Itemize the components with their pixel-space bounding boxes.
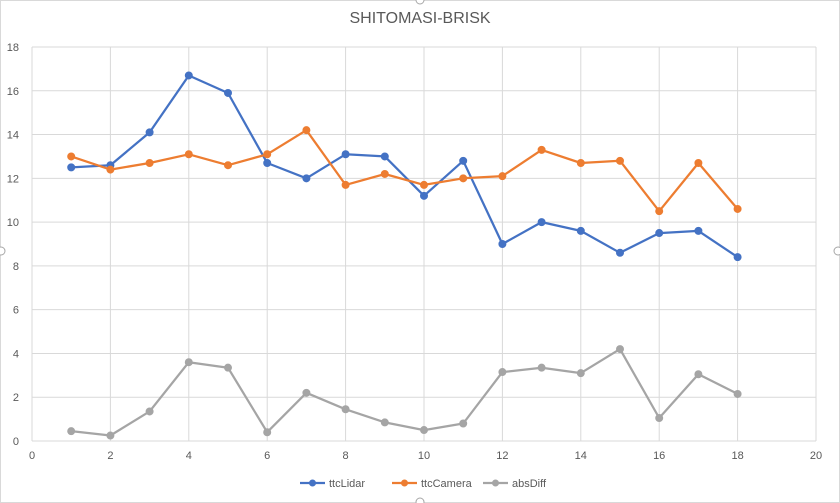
data-point-ttcCamera[interactable] bbox=[694, 159, 703, 168]
series-line-ttcCamera[interactable] bbox=[70, 129, 739, 213]
data-point-ttcLidar[interactable] bbox=[576, 226, 585, 235]
data-point-ttcLidar[interactable] bbox=[420, 191, 428, 200]
data-point-absDiff[interactable] bbox=[420, 426, 428, 435]
legend-marker-ttcLidar bbox=[309, 479, 316, 487]
data-point-absDiff[interactable] bbox=[341, 405, 350, 414]
y-tick-label: 14 bbox=[7, 130, 19, 142]
data-point-absDiff[interactable] bbox=[67, 427, 76, 436]
chart-title: SHITOMASI-BRISK bbox=[349, 10, 491, 27]
data-point-absDiff[interactable] bbox=[263, 428, 272, 437]
data-point-absDiff[interactable] bbox=[224, 363, 232, 372]
x-tick-label: 8 bbox=[343, 450, 349, 462]
x-tick-label: 12 bbox=[496, 450, 508, 462]
data-point-absDiff[interactable] bbox=[694, 370, 703, 379]
x-tick-label: 10 bbox=[418, 450, 430, 462]
y-tick-label: 8 bbox=[13, 261, 19, 273]
legend-label-ttcCamera: ttcCamera bbox=[421, 478, 473, 490]
legend: ttcLidar ttcCamera absDiff bbox=[300, 478, 547, 490]
x-tick-label: 2 bbox=[107, 450, 113, 462]
gridlines bbox=[31, 46, 817, 442]
data-point-ttcCamera[interactable] bbox=[184, 150, 193, 159]
y-tick-label: 6 bbox=[13, 305, 19, 317]
data-point-ttcCamera[interactable] bbox=[733, 204, 742, 213]
data-point-ttcLidar[interactable] bbox=[380, 152, 389, 161]
data-point-ttcLidar[interactable] bbox=[459, 156, 468, 165]
y-tick-label: 0 bbox=[13, 436, 19, 448]
resize-handle[interactable] bbox=[415, 497, 425, 503]
data-point-ttcCamera[interactable] bbox=[576, 159, 585, 168]
data-point-absDiff[interactable] bbox=[184, 358, 193, 367]
y-tick-label: 4 bbox=[13, 348, 19, 360]
series-line-absDiff[interactable] bbox=[70, 347, 739, 437]
data-point-ttcCamera[interactable] bbox=[145, 159, 154, 168]
data-point-absDiff[interactable] bbox=[576, 369, 585, 378]
data-point-ttcLidar[interactable] bbox=[263, 159, 272, 168]
data-point-absDiff[interactable] bbox=[302, 388, 311, 397]
x-tick-label: 18 bbox=[731, 450, 743, 462]
y-tick-label: 12 bbox=[7, 173, 19, 185]
data-point-absDiff[interactable] bbox=[459, 419, 468, 428]
resize-handle[interactable] bbox=[833, 246, 840, 256]
y-tick-label: 10 bbox=[7, 217, 19, 229]
y-tick-label: 16 bbox=[7, 86, 19, 98]
data-point-ttcLidar[interactable] bbox=[184, 71, 193, 80]
data-point-ttcLidar[interactable] bbox=[341, 150, 350, 159]
x-tick-label: 14 bbox=[575, 450, 587, 462]
x-tick-label: 0 bbox=[29, 450, 35, 462]
data-point-absDiff[interactable] bbox=[537, 363, 546, 372]
data-point-ttcCamera[interactable] bbox=[459, 174, 468, 183]
data-point-ttcCamera[interactable] bbox=[263, 150, 272, 159]
x-tick-label: 6 bbox=[264, 450, 270, 462]
data-point-ttcCamera[interactable] bbox=[106, 165, 115, 174]
data-point-ttcCamera[interactable] bbox=[224, 161, 232, 170]
data-point-absDiff[interactable] bbox=[616, 345, 624, 354]
data-point-ttcCamera[interactable] bbox=[537, 145, 546, 154]
data-point-ttcLidar[interactable] bbox=[537, 218, 546, 227]
axes: 0 2 4 6 8 10 12 14 16 18 0 2 4 6 8 10 12 14 16 18 20 bbox=[7, 42, 822, 462]
data-point-ttcLidar[interactable] bbox=[224, 88, 232, 97]
legend-marker-absDiff bbox=[492, 479, 499, 487]
resize-handle[interactable] bbox=[0, 246, 6, 256]
legend-label-ttcLidar: ttcLidar bbox=[329, 478, 365, 490]
data-point-ttcCamera[interactable] bbox=[498, 172, 507, 181]
data-point-ttcCamera[interactable] bbox=[616, 156, 624, 165]
data-point-ttcCamera[interactable] bbox=[67, 152, 76, 161]
y-tick-label: 2 bbox=[13, 392, 19, 404]
data-point-ttcCamera[interactable] bbox=[420, 180, 428, 189]
data-point-ttcLidar[interactable] bbox=[616, 248, 624, 257]
data-point-absDiff[interactable] bbox=[733, 389, 742, 398]
data-point-absDiff[interactable] bbox=[106, 431, 115, 440]
legend-label-absDiff: absDiff bbox=[512, 478, 547, 490]
data-point-ttcCamera[interactable] bbox=[341, 180, 350, 189]
data-point-ttcLidar[interactable] bbox=[498, 240, 507, 248]
data-point-ttcLidar[interactable] bbox=[694, 226, 703, 235]
data-point-ttcLidar[interactable] bbox=[145, 128, 154, 137]
data-point-absDiff[interactable] bbox=[145, 407, 154, 416]
data-point-absDiff[interactable] bbox=[655, 414, 664, 423]
series-group bbox=[67, 71, 742, 440]
data-point-absDiff[interactable] bbox=[498, 368, 507, 377]
data-point-ttcLidar[interactable] bbox=[302, 174, 311, 183]
data-point-ttcCamera[interactable] bbox=[302, 126, 311, 135]
data-point-ttcLidar[interactable] bbox=[67, 163, 76, 172]
data-point-absDiff[interactable] bbox=[380, 418, 389, 427]
y-tick-label: 18 bbox=[7, 42, 19, 54]
resize-handle[interactable] bbox=[415, 0, 425, 5]
legend-marker-ttcCamera bbox=[401, 479, 408, 487]
x-tick-label: 16 bbox=[653, 450, 665, 462]
series-line-ttcLidar[interactable] bbox=[70, 74, 739, 259]
data-point-ttcCamera[interactable] bbox=[655, 207, 664, 216]
x-tick-label: 4 bbox=[186, 450, 192, 462]
data-point-ttcLidar[interactable] bbox=[655, 229, 664, 238]
x-tick-label: 20 bbox=[810, 450, 822, 462]
data-point-ttcLidar[interactable] bbox=[733, 253, 742, 262]
data-point-ttcCamera[interactable] bbox=[380, 169, 389, 178]
